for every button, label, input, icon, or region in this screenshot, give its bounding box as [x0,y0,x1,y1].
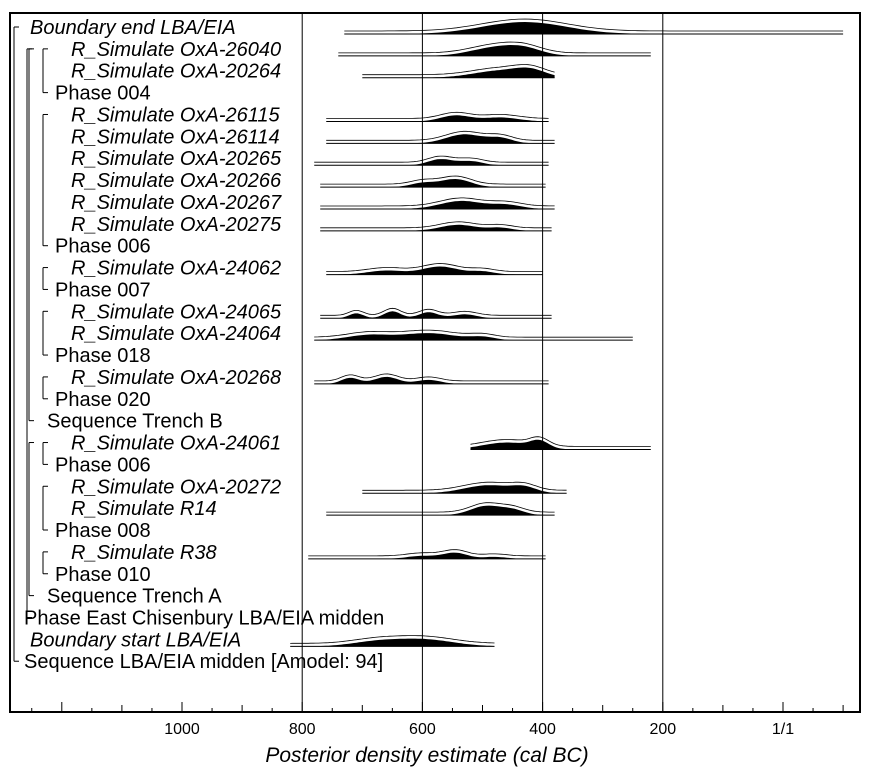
posterior-distribution [470,439,651,450]
model-element-label: R_Simulate OxA-24062 [71,258,281,280]
prior-distribution [308,549,546,557]
prior-distribution [320,221,552,229]
tick-label: 600 [409,721,436,738]
model-element-label: Boundary end LBA/EIA [30,17,236,39]
posterior-distribution [344,22,844,34]
posterior-distribution [326,266,543,275]
model-element-label: R_Simulate OxA-26114 [71,126,280,148]
prior-distribution [320,197,555,207]
prior-distribution [290,635,495,644]
posterior-distribution [314,159,549,166]
model-element-label: R_Simulate OxA-24064 [71,323,281,345]
model-element-label: R_Simulate OxA-24065 [71,301,282,323]
model-element-label: R_Simulate OxA-20264 [71,61,281,83]
prior-distribution [320,307,552,316]
group-label: Phase East Chisenbury LBA/EIA midden [24,607,384,629]
prior-distribution [326,263,543,272]
group-label: Sequence Trench B [47,411,223,433]
tick-label: 200 [649,721,676,738]
posterior-distribution [320,224,552,231]
posterior-distribution [290,638,495,647]
tick-label: 1000 [164,721,200,738]
gridlines [301,13,664,712]
model-element-label: R_Simulate OxA-26115 [71,104,281,126]
posterior-distribution [326,134,555,144]
tick-label: 400 [529,721,556,738]
prior-distribution [362,64,555,76]
prior-distribution [326,130,555,141]
model-element-label: R_Simulate OxA-20268 [71,367,281,389]
prior-distribution [338,41,651,54]
model-element-label: Boundary start LBA/EIA [30,629,241,651]
plot-frame [9,12,861,713]
posterior-distribution [320,200,555,209]
group-label: Phase 006 [55,454,151,476]
prior-distribution [314,329,633,338]
posterior-distribution [326,505,555,516]
model-element-label: R_Simulate OxA-24061 [71,433,281,455]
group-label: Sequence LBA/EIA midden [Amodel: 94] [24,651,383,673]
hierarchy-brackets [13,26,48,662]
model-element-label: R_Simulate OxA-26040 [71,39,281,61]
posterior-distribution [362,67,555,78]
posterior-distribution [314,376,549,384]
group-label: Phase 007 [55,279,151,301]
distributions [290,18,844,647]
posterior-distribution [362,485,567,494]
x-axis-ticks: 1000 800 600 400 200 1/1 [31,702,844,738]
model-element-label: R_Simulate OxA-20265 [71,148,282,170]
posterior-distribution [308,552,546,559]
prior-distribution [470,436,651,447]
group-label: Phase 004 [55,83,151,105]
posterior-distribution [314,333,633,341]
prior-distribution [320,175,546,185]
tick-label: 800 [289,721,316,738]
prior-distribution [326,111,549,119]
prior-distribution [344,18,844,32]
group-label: Phase 008 [55,520,151,542]
prior-distribution [362,481,567,491]
posterior-distribution [326,115,549,122]
model-element-label: R_Simulate R38 [71,542,217,564]
posterior-distribution [320,311,552,319]
model-element-label: R_Simulate OxA-20267 [71,192,282,214]
posterior-distribution [338,45,651,56]
posterior-distribution [320,179,546,188]
group-label: Sequence Trench A [47,586,222,608]
prior-distribution [314,373,549,382]
group-label: Phase 010 [55,564,151,586]
prior-distribution [326,502,555,513]
prior-distribution [314,155,549,163]
group-label: Phase 018 [55,345,151,367]
group-label: Phase 006 [55,236,151,258]
model-element-label: R_Simulate OxA-20266 [71,170,282,192]
model-element-label: R_Simulate OxA-20272 [71,476,281,498]
tick-label: 1/1 [772,721,794,738]
x-axis-title: Posterior density estimate (cal BC) [265,744,588,767]
model-element-label: R_Simulate OxA-20275 [71,214,282,236]
group-label: Phase 020 [55,389,151,411]
model-element-label: R_Simulate R14 [71,498,217,520]
